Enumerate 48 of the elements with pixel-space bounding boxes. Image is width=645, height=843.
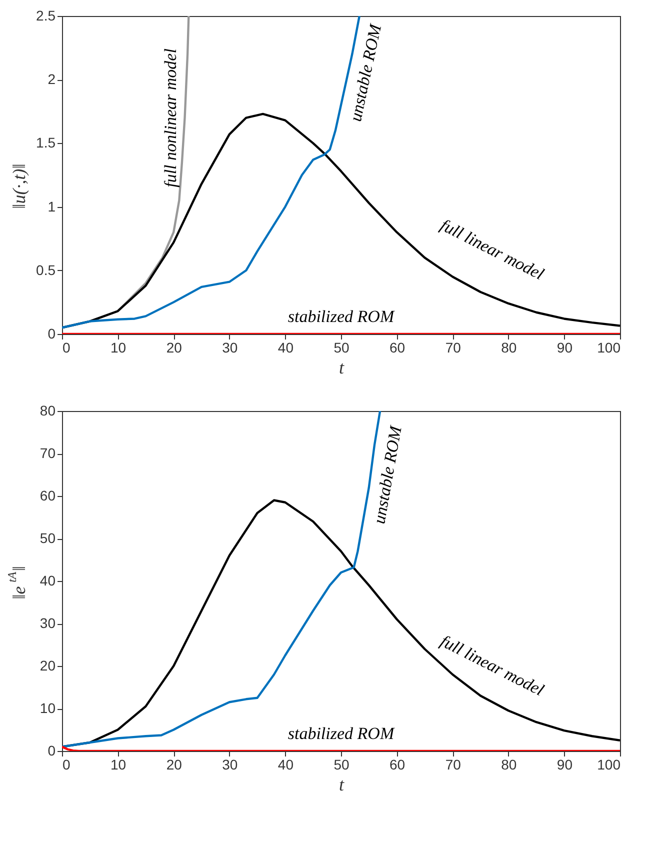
annotation: stabilized ROM [288,724,395,743]
annotation: stabilized ROM [288,307,395,326]
y-tick-label: 2.5 [36,8,56,24]
x-tick-label: 60 [390,340,406,356]
x-tick-label: 0 [62,756,70,772]
x-tick-label: 40 [278,756,294,772]
y-tick-label: 70 [40,445,56,461]
y-tick-label: 10 [40,700,56,716]
y-tick-label: 50 [40,530,56,546]
x-tick-label: 100 [597,340,621,356]
x-tick-label: 20 [166,340,182,356]
y-tick-label: 2 [48,71,56,88]
x-tick-label: 50 [334,756,350,772]
x-tick-label: 30 [222,756,238,772]
y-tick-label: 1.5 [36,134,56,151]
annotation: unstable ROM [346,22,386,124]
annotation: unstable ROM [370,424,406,526]
x-tick-label: 90 [556,756,573,772]
x-tick-label: 100 [597,756,621,772]
y-axis-title: ‖u(·,t)‖ [9,164,29,209]
x-tick-label: 70 [445,756,462,772]
annotation: full linear model [437,215,548,284]
x-tick-label: 60 [390,756,406,772]
x-tick-label: 70 [445,340,462,356]
y-tick-label: 20 [40,658,56,674]
x-tick-label: 80 [501,340,517,356]
y-tick-label: 40 [40,572,56,588]
x-tick-label: 10 [110,340,126,356]
annotation: full linear model [437,631,548,700]
x-tick-label: 80 [501,756,517,772]
y-tick-label: 0 [48,742,56,758]
y-tick-label: 0.5 [36,262,56,278]
x-axis-title: t [338,774,345,794]
annotation: full nonlinear model [161,48,180,188]
x-axis-title: t [338,358,345,378]
x-tick-label: 90 [556,340,573,356]
y-tick-label: 1 [48,198,56,214]
y-tick-label: 80 [40,402,56,418]
x-tick-label: 50 [334,340,350,356]
y-tick-label: 0 [48,326,56,342]
x-tick-label: 10 [110,756,126,772]
x-tick-label: 20 [166,756,182,772]
y-tick-label: 60 [40,488,56,504]
y-tick-label: 30 [40,615,56,631]
y-axis-title: ‖etA‖ [5,566,29,600]
x-tick-label: 30 [222,340,238,356]
x-tick-label: 0 [62,340,70,356]
x-tick-label: 40 [278,340,294,356]
